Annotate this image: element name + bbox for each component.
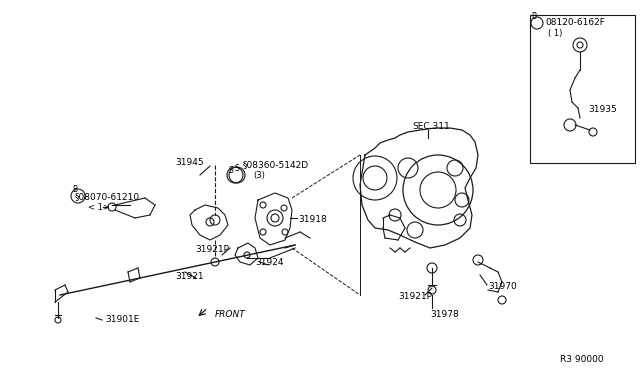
Text: (3): (3) xyxy=(253,171,265,180)
Text: 31921P: 31921P xyxy=(195,245,229,254)
Text: 31978: 31978 xyxy=(430,310,459,319)
Text: B: B xyxy=(72,185,77,193)
Text: 08120-6162F: 08120-6162F xyxy=(545,18,605,27)
Text: 31921P: 31921P xyxy=(398,292,432,301)
Bar xyxy=(530,15,635,163)
Text: S: S xyxy=(228,166,234,174)
Text: SEC.311: SEC.311 xyxy=(412,122,450,131)
Text: 31970: 31970 xyxy=(488,282,516,291)
Text: 31935: 31935 xyxy=(588,105,617,114)
Text: 31918: 31918 xyxy=(298,215,327,224)
Text: 31921: 31921 xyxy=(175,272,204,281)
Text: §08070-61210: §08070-61210 xyxy=(75,192,140,201)
Text: ( 1): ( 1) xyxy=(548,29,563,38)
Text: S: S xyxy=(235,164,239,173)
Text: R3 90000: R3 90000 xyxy=(560,355,604,364)
Text: §08360-5142D: §08360-5142D xyxy=(243,160,309,169)
Text: 31945: 31945 xyxy=(175,158,204,167)
Text: 31924: 31924 xyxy=(255,258,284,267)
Text: B: B xyxy=(531,12,536,20)
Text: 31901E: 31901E xyxy=(105,315,140,324)
Text: FRONT: FRONT xyxy=(215,310,246,319)
Text: < 1>: < 1> xyxy=(88,203,110,212)
